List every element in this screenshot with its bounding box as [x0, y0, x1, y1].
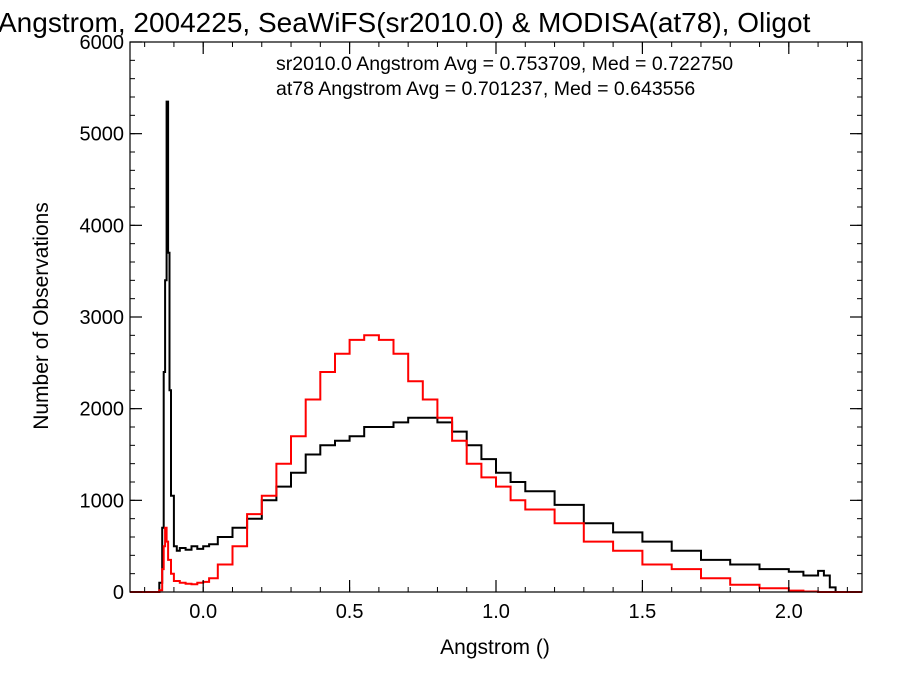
y-tick-label: 4000	[80, 215, 125, 237]
chart-title: Angstrom, 2004225, SeaWiFS(sr2010.0) & M…	[0, 7, 811, 38]
y-tick-label: 1000	[80, 490, 125, 512]
y-tick-label: 6000	[80, 32, 125, 54]
x-axis-label: Angstrom ()	[440, 636, 550, 659]
x-tick-label: 0.0	[189, 601, 217, 623]
y-tick-label: 2000	[80, 399, 125, 421]
series-line-0	[130, 100, 862, 593]
y-axis-label: Number of Observations	[30, 202, 53, 430]
y-tick-label: 5000	[80, 124, 125, 146]
y-tick-label: 0	[113, 582, 124, 604]
y-tick-label: 3000	[80, 307, 125, 329]
x-tick-label: 0.5	[336, 601, 364, 623]
x-tick-label: 2.0	[775, 601, 803, 623]
series-line-1	[130, 334, 862, 593]
x-tick-label: 1.0	[482, 601, 510, 623]
legend-entry-sr2010: sr2010.0 Angstrom Avg = 0.753709, Med = …	[276, 53, 733, 75]
x-tick-label: 1.5	[628, 601, 656, 623]
legend-entry-at78: at78 Angstrom Avg = 0.701237, Med = 0.64…	[276, 78, 695, 100]
